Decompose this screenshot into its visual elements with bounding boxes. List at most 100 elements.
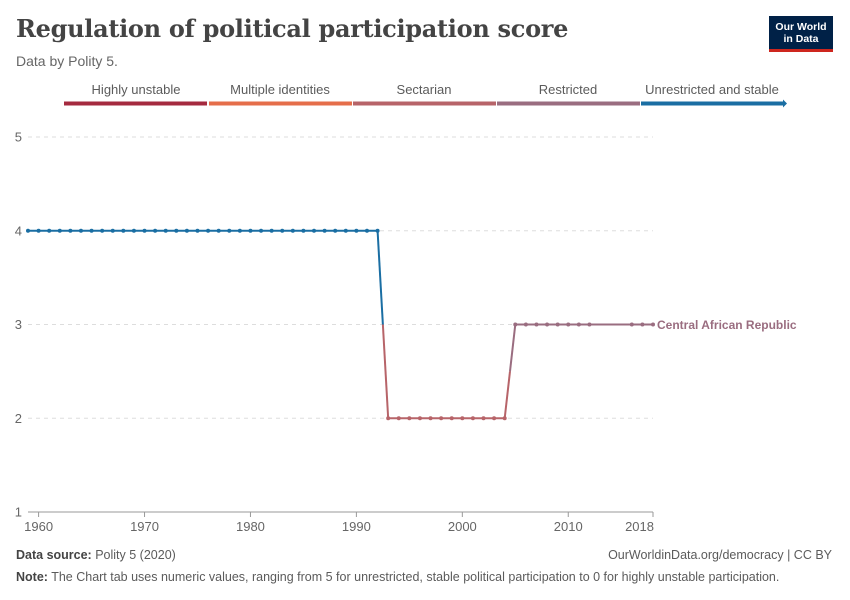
data-point <box>629 322 634 327</box>
data-point <box>428 416 433 421</box>
data-point <box>290 228 295 233</box>
data-point <box>460 416 465 421</box>
legend-bar <box>353 101 496 106</box>
data-point <box>534 322 539 327</box>
data-point <box>259 228 264 233</box>
legend-label: Highly unstable <box>92 82 181 97</box>
source-line: Data source: Polity 5 (2020) <box>16 548 176 562</box>
x-tick-label: 1960 <box>24 519 53 534</box>
data-point <box>513 322 518 327</box>
data-point <box>174 228 179 233</box>
y-tick-label: 5 <box>15 130 22 145</box>
series-line-segment <box>508 324 517 372</box>
data-point <box>89 228 94 233</box>
chart-subtitle: Data by Polity 5. <box>16 53 118 69</box>
data-point <box>142 228 147 233</box>
series-layer: Central African Republic <box>26 228 797 421</box>
data-point <box>375 228 380 233</box>
x-tick-label: 2010 <box>554 519 583 534</box>
legend-label: Unrestricted and stable <box>645 82 779 97</box>
data-point <box>248 228 253 233</box>
axes: 1960 1970 1980 1990 2000 2010 2018 <box>24 511 654 534</box>
legend-bar <box>497 101 640 106</box>
legend-arrow <box>783 99 787 108</box>
data-point <box>57 228 62 233</box>
url-license[interactable]: OurWorldinData.org/democracy | CC BY <box>608 548 832 562</box>
data-point <box>492 416 497 421</box>
series-line-segment <box>503 371 511 419</box>
data-point <box>131 228 136 233</box>
data-point <box>481 416 486 421</box>
data-point <box>417 416 422 421</box>
data-point <box>47 228 52 233</box>
data-point <box>121 228 126 233</box>
legend-label: Multiple identities <box>230 82 330 97</box>
data-point <box>216 228 221 233</box>
x-tick-label: 2018 <box>625 519 654 534</box>
data-point <box>206 228 211 233</box>
logo-line-2: in Data <box>783 32 819 45</box>
y-tick-label: 4 <box>15 223 22 238</box>
logo-line-1: Our World <box>775 20 827 33</box>
series-label: Central African Republic <box>657 318 797 332</box>
data-point <box>343 228 348 233</box>
data-point <box>555 322 560 327</box>
owid-logo[interactable]: Our World in Data <box>769 16 833 52</box>
y-tick-label: 3 <box>15 317 22 332</box>
data-point <box>36 228 41 233</box>
data-point <box>576 322 581 327</box>
data-point <box>163 228 168 233</box>
data-point <box>333 228 338 233</box>
chart-area: Highly unstable Multiple identities Sectar… <box>15 82 797 534</box>
data-point <box>502 416 507 421</box>
legend-bar <box>64 101 207 106</box>
data-point <box>110 228 115 233</box>
y-tick-label: 1 <box>15 505 22 520</box>
data-point <box>364 228 369 233</box>
legend-bar <box>641 101 784 106</box>
data-point <box>280 228 285 233</box>
data-point <box>68 228 73 233</box>
x-tick-label: 1970 <box>130 519 159 534</box>
data-point <box>545 322 550 327</box>
note-line: Note: The Chart tab uses numeric values,… <box>16 570 779 584</box>
data-point <box>439 416 444 421</box>
data-point <box>78 228 83 233</box>
data-point <box>301 228 306 233</box>
data-point <box>100 228 105 233</box>
note-text: The Chart tab uses numeric values, rangi… <box>51 570 780 584</box>
legend-label: Restricted <box>539 82 598 97</box>
data-point <box>354 228 359 233</box>
data-point <box>26 228 30 233</box>
data-point <box>195 228 200 233</box>
series-line-segment <box>376 230 384 325</box>
data-point <box>651 322 655 327</box>
data-point <box>312 228 317 233</box>
data-point <box>269 228 274 233</box>
y-tick-label: 2 <box>15 411 22 426</box>
data-point <box>153 228 158 233</box>
legend-bar <box>209 101 352 106</box>
source-text[interactable]: Polity 5 (2020) <box>95 548 176 562</box>
data-point <box>523 322 528 327</box>
legend-label: Sectarian <box>397 82 452 97</box>
series-line-segment <box>381 324 390 419</box>
data-point <box>322 228 327 233</box>
data-point <box>587 322 592 327</box>
note-label: Note: <box>16 570 48 584</box>
x-tick-label: 1980 <box>236 519 265 534</box>
data-point <box>407 416 412 421</box>
source-label: Data source: <box>16 548 92 562</box>
data-point <box>227 228 232 233</box>
data-point <box>640 322 645 327</box>
data-point <box>237 228 242 233</box>
legend: Highly unstable Multiple identities Sectar… <box>64 82 787 108</box>
data-point <box>396 416 401 421</box>
x-tick-label: 1990 <box>342 519 371 534</box>
chart-title: Regulation of political participation sc… <box>16 14 569 43</box>
x-tick-label: 2000 <box>448 519 477 534</box>
data-point <box>386 416 391 421</box>
data-point <box>470 416 475 421</box>
data-point <box>184 228 189 233</box>
data-point <box>566 322 571 327</box>
